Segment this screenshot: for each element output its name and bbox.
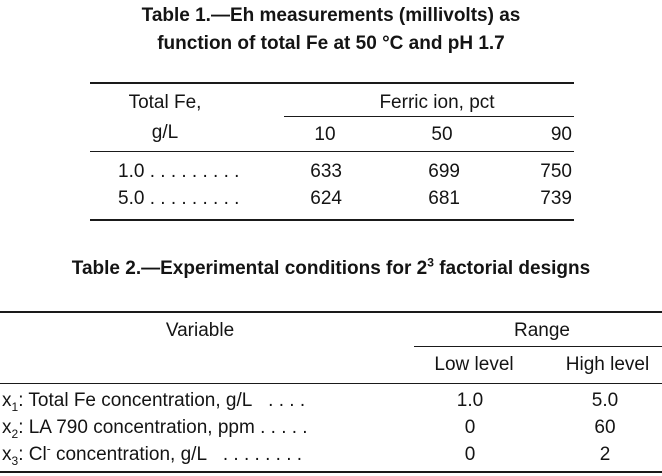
table2-bottom-rule (0, 471, 662, 473)
table2-range-rule (414, 346, 662, 347)
table1-cell: 624 (310, 188, 342, 209)
table2-header-range: Range (514, 320, 570, 341)
table1-subheader-10: 10 (314, 124, 336, 145)
table1-subheader-90: 90 (550, 124, 572, 145)
table2-cell-low: 0 (464, 417, 476, 438)
table2-header-high: High level (565, 354, 650, 375)
table2-header-rule (0, 383, 662, 384)
table2-cell-high: 60 (594, 417, 616, 438)
table2-top-rule (0, 311, 662, 313)
table1-cell: 739 (540, 188, 572, 209)
table2-cell-high: 2 (599, 444, 611, 465)
table2-row-variable: x2: LA 790 concentration, ppm . . . . . (2, 417, 308, 441)
table1-title-line1: Table 1.—Eh measurements (millivolts) as (141, 5, 521, 26)
table1-top-rule (90, 82, 574, 84)
table1-bottom-rule (90, 219, 574, 221)
table1-header-total-fe: Total Fe, (128, 92, 202, 113)
table1-title-line2: function of total Fe at 50 °C and pH 1.7 (157, 33, 505, 54)
table2-cell-high: 5.0 (591, 390, 619, 411)
table1-header-rule (90, 151, 574, 152)
table2-row-variable: x3: Cl- concentration, g/L . . . . . . .… (2, 441, 303, 468)
table2-title: Table 2.—Experimental conditions for 23 … (71, 255, 591, 279)
table1-group-rule (284, 116, 574, 117)
table1-cell: 699 (428, 161, 460, 182)
table1-header-ferric-ion: Ferric ion, pct (379, 92, 495, 113)
table1-header-unit: g/L (151, 122, 179, 143)
table2-header-low: Low level (434, 354, 514, 375)
table1-subheader-50: 50 (431, 124, 453, 145)
table1-cell: 750 (540, 161, 572, 182)
table2-cell-low: 1.0 (456, 390, 484, 411)
table2-row-variable: x1: Total Fe concentration, g/L . . . . (2, 390, 306, 414)
table1-row-label: 5.0 . . . . . . . . . (118, 188, 240, 209)
table1-cell: 633 (310, 161, 342, 182)
table1-row-label: 1.0 . . . . . . . . . (118, 161, 240, 182)
table2-cell-low: 0 (464, 444, 476, 465)
table2-header-variable: Variable (165, 320, 235, 341)
table1-cell: 681 (428, 188, 460, 209)
